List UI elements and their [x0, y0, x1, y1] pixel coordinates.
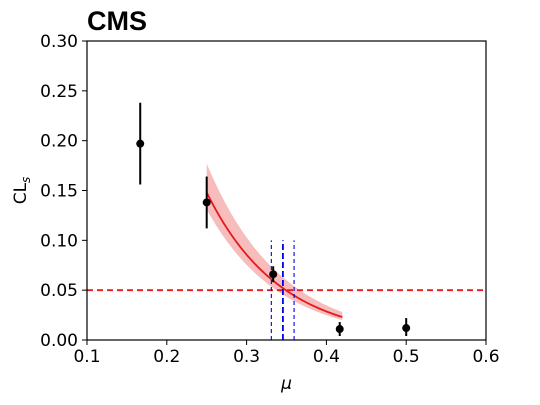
y-axis-label: CLs [11, 177, 33, 205]
y-ticks: 0.00 0.05 0.10 0.15 0.20 0.25 0.30 [40, 32, 87, 351]
data-point-0 [136, 139, 145, 148]
x-tick-label-2: 0.3 [233, 347, 260, 367]
fit-line [205, 192, 343, 318]
fit-band-layer [206, 163, 343, 321]
x-tick-label-3: 0.4 [313, 347, 340, 367]
data-point-4 [402, 324, 411, 333]
y-tick-label-2: 0.10 [40, 231, 78, 251]
chart-title: CMS [87, 6, 147, 36]
data-point-1 [202, 198, 211, 207]
x-tick-label-0: 0.1 [73, 347, 100, 367]
y-tick-label-1: 0.05 [40, 281, 78, 301]
y-tick-label-4: 0.20 [40, 132, 78, 152]
y-tick-label-5: 0.25 [40, 82, 78, 102]
x-axis-label: μ [280, 374, 292, 394]
y-tick-label-6: 0.30 [40, 32, 78, 52]
x-tick-label-5: 0.6 [472, 347, 499, 367]
data-point-2 [269, 270, 278, 279]
x-tick-label-1: 0.2 [153, 347, 180, 367]
fit-uncertainty-band [206, 163, 343, 321]
x-ticks: 0.1 0.2 0.3 0.4 0.5 0.6 [73, 340, 500, 367]
data-points-layer [136, 102, 411, 337]
y-tick-label-3: 0.15 [40, 182, 78, 202]
fit-line-layer [205, 192, 343, 318]
y-tick-label-0: 0.00 [40, 331, 78, 351]
data-point-3 [335, 325, 344, 334]
crossing-lines-layer [270, 240, 295, 340]
x-tick-label-4: 0.5 [393, 347, 420, 367]
